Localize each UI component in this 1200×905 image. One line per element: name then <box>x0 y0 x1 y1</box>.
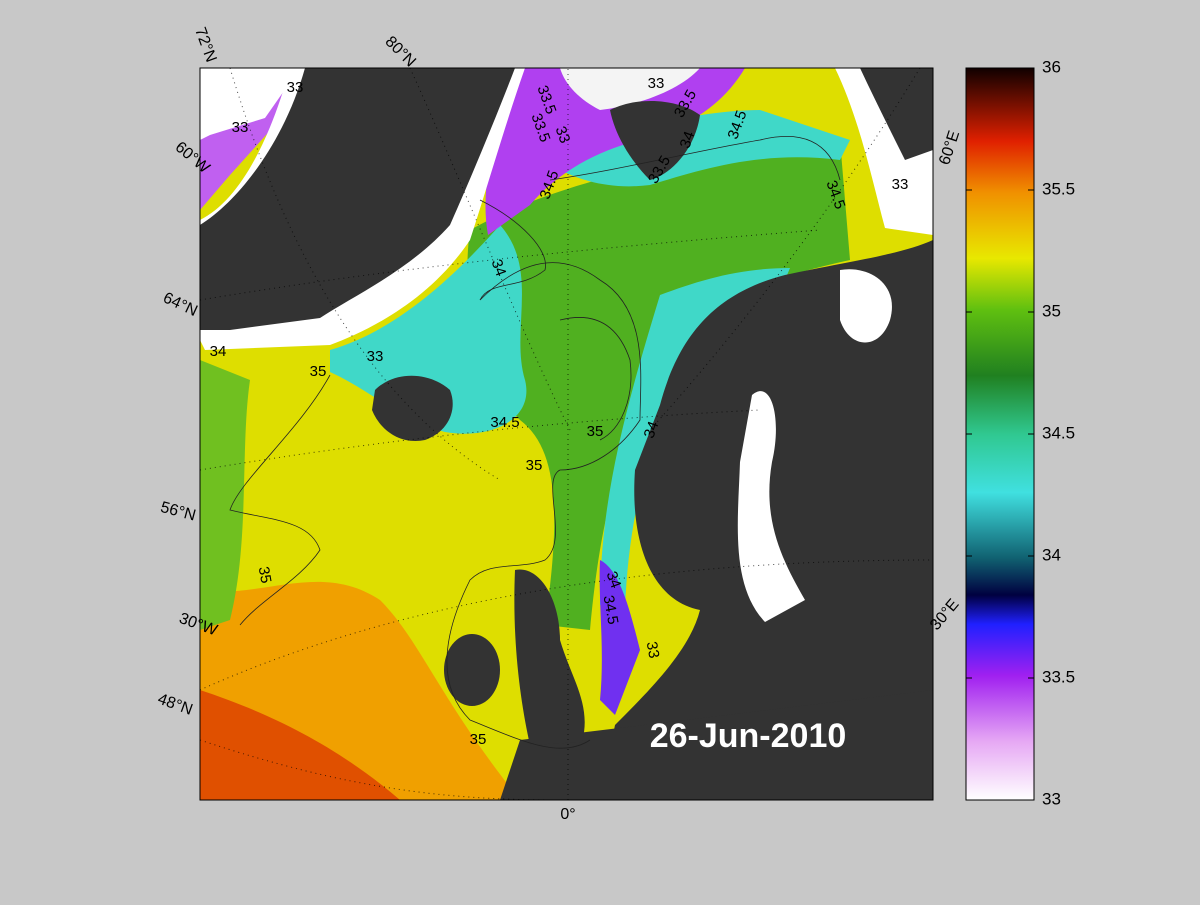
sea-ice <box>200 68 300 140</box>
grid-line <box>199 739 561 801</box>
colorbar-tick-label: 34 <box>1042 545 1061 564</box>
contour-label: 35 <box>470 731 487 748</box>
contour-label: 34.5 <box>600 594 622 626</box>
contour-line <box>446 262 642 749</box>
great-britain <box>514 569 585 745</box>
svalbard <box>610 100 700 180</box>
contour-label: 33 <box>287 79 304 96</box>
novaya-zemlya <box>860 68 933 160</box>
contour-line <box>229 374 331 626</box>
warm-water <box>200 690 400 800</box>
contour-label: 34 <box>488 257 510 278</box>
contour-label: 33 <box>892 176 909 193</box>
grid-label: 48°N <box>155 691 194 719</box>
fresh-water <box>599 560 640 715</box>
date-label: 26-Jun-2010 <box>650 717 847 755</box>
contour-label: 35 <box>526 457 543 474</box>
grid-line <box>409 67 571 431</box>
contour-line <box>559 317 632 441</box>
baltic-ice <box>737 391 805 622</box>
contour-label: 35 <box>255 565 275 584</box>
grid-line <box>199 559 934 691</box>
sea-ice <box>560 68 700 110</box>
contour-label: 34 <box>677 129 699 150</box>
grid-line <box>199 409 761 471</box>
contour-label: 33 <box>552 124 574 145</box>
grid-label: 0° <box>560 806 575 823</box>
contour-label: 33 <box>232 119 249 136</box>
contour-line <box>479 199 546 301</box>
iceland <box>372 375 453 441</box>
grid-line <box>649 67 921 431</box>
grid-label: 56°N <box>159 499 198 525</box>
contour-label: 34 <box>603 569 625 590</box>
graticule <box>199 67 934 801</box>
contour-label: 34 <box>210 343 227 360</box>
contour-label: 33 <box>648 75 665 92</box>
grid-label: 60°E <box>936 129 963 167</box>
contour-label: 35 <box>310 363 327 380</box>
white-sea <box>840 269 892 343</box>
shelf-water <box>467 140 850 630</box>
europe <box>500 690 933 800</box>
colorbar <box>965 67 1035 801</box>
colorbar-tick-label: 33 <box>1042 789 1061 808</box>
map-frame <box>199 67 934 801</box>
greenland <box>200 68 515 330</box>
contour-label: 33 <box>367 348 384 365</box>
contour-label: 34 <box>641 419 663 440</box>
grid-label: 80°N <box>382 33 419 70</box>
grid-label: 64°N <box>160 289 200 320</box>
coastal-water <box>600 268 790 610</box>
contour-label: 33 <box>643 640 663 659</box>
map <box>200 68 933 800</box>
contour-line <box>549 136 841 181</box>
contour-label: 34.5 <box>490 414 519 431</box>
shelf-water <box>200 360 250 630</box>
colorbar-tick-label: 34.5 <box>1042 423 1075 442</box>
colorbar-tick-label: 35 <box>1042 301 1061 320</box>
contour-label: 35 <box>587 423 604 440</box>
grid-label: 72°N <box>191 25 219 64</box>
ireland <box>444 634 500 706</box>
colorbar-tick-label: 36 <box>1042 57 1061 76</box>
colorbar-tick-label: 35.5 <box>1042 179 1075 198</box>
coastal-water <box>330 225 527 434</box>
colorbar-tick-label: 33.5 <box>1042 667 1075 686</box>
